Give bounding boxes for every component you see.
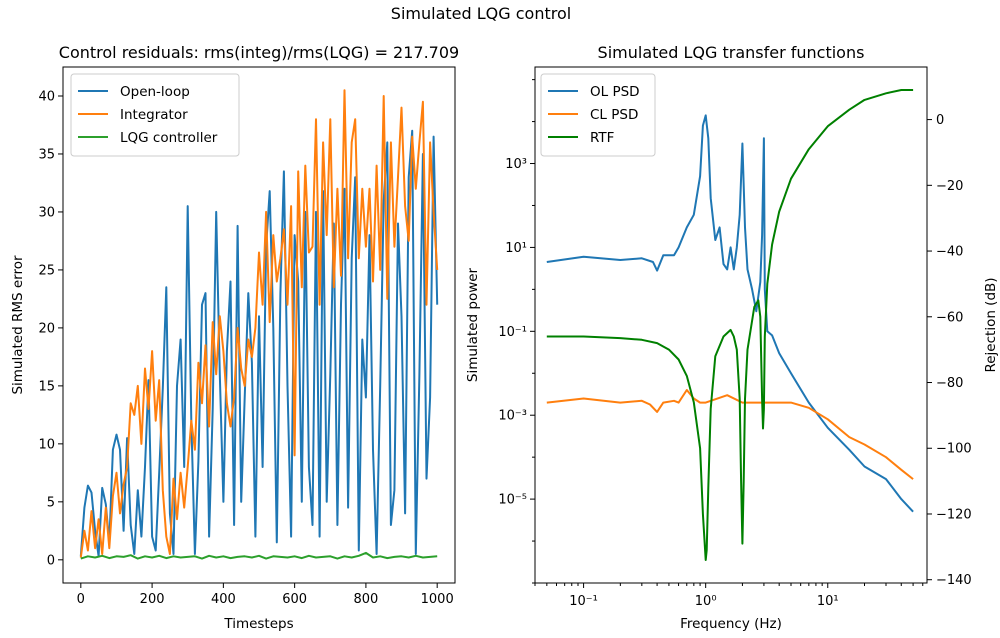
left-x-tick-label: 400 xyxy=(211,592,236,607)
left-x-ticks: 0 200 400 600 800 1000 xyxy=(77,583,454,607)
right-y2-tick-label: −80 xyxy=(936,376,963,391)
left-title: Control residuals: rms(integ)/rms(LQG) =… xyxy=(59,43,459,62)
right-x-tick-label: 10¹ xyxy=(817,594,839,609)
left-series-line-1 xyxy=(79,89,439,558)
right-panel: Simulated LQG transfer functions 10⁻¹ 10⁰… xyxy=(465,43,999,632)
right-y2-axis-label: Rejection (dB) xyxy=(983,277,999,372)
right-series-line-2 xyxy=(546,89,914,561)
legend-label-open-loop: Open-loop xyxy=(120,84,190,100)
right-legend: OL PSD CL PSD RTF xyxy=(540,73,656,157)
right-x-axis-label: Frequency (Hz) xyxy=(680,616,782,632)
left-x-tick-label: 1000 xyxy=(421,592,454,607)
right-y-tick-label: 10³ xyxy=(505,157,527,172)
left-legend-box xyxy=(70,73,240,157)
right-y-tick-label: 10¹ xyxy=(505,241,527,256)
left-x-tick-label: 200 xyxy=(140,592,165,607)
left-y-tick-label: 35 xyxy=(38,147,55,162)
left-y-tick-label: 25 xyxy=(38,263,55,278)
left-plot-area xyxy=(79,89,439,560)
legend-label-ol-psd: OL PSD xyxy=(590,84,640,100)
right-y-tick-label: 10⁻¹ xyxy=(498,325,527,340)
right-x-ticks: 10⁻¹ 10⁰ 10¹ xyxy=(534,583,924,609)
right-y2-tick-label: −60 xyxy=(936,310,963,325)
right-y-axis-label: Simulated power xyxy=(465,267,481,382)
left-y-axis-label: Simulated RMS error xyxy=(10,255,26,395)
right-y-tick-label: 10⁻⁵ xyxy=(498,493,527,508)
right-title: Simulated LQG transfer functions xyxy=(598,43,865,62)
right-y2-tick-label: 0 xyxy=(936,113,944,128)
right-y2-tick-label: −100 xyxy=(936,442,972,457)
right-series-line-0 xyxy=(546,114,914,513)
right-y-tick-label: 10⁻³ xyxy=(498,409,527,424)
right-y2-tick-label: −140 xyxy=(936,573,972,588)
legend-label-cl-psd: CL PSD xyxy=(590,107,638,123)
left-x-tick-label: 600 xyxy=(282,592,307,607)
left-series-line-2 xyxy=(80,551,438,560)
right-y2-tick-label: −20 xyxy=(936,179,963,194)
left-y-ticks: 0 5 10 15 20 25 30 35 40 xyxy=(38,89,63,568)
left-y-tick-label: 40 xyxy=(38,89,55,104)
left-x-tick-label: 0 xyxy=(77,592,85,607)
left-axes-frame xyxy=(62,66,456,584)
right-x-tick-label: 10⁰ xyxy=(695,594,717,609)
left-x-axis-label: Timesteps xyxy=(223,616,293,632)
right-series-line-1 xyxy=(546,389,914,480)
left-y-tick-label: 0 xyxy=(47,553,55,568)
legend-label-lqg-controller: LQG controller xyxy=(120,130,218,146)
legend-label-integrator: Integrator xyxy=(120,107,188,123)
figure-suptitle: Simulated LQG control xyxy=(391,4,571,23)
left-y-tick-label: 20 xyxy=(38,321,55,336)
left-y-tick-label: 15 xyxy=(38,379,55,394)
right-legend-box xyxy=(540,73,656,157)
left-series-line-0 xyxy=(79,129,439,558)
left-y-tick-label: 10 xyxy=(38,437,55,452)
right-y-ticks: 10⁻⁵ 10⁻³ 10⁻¹ 10¹ 10³ xyxy=(498,79,535,584)
left-x-tick-label: 800 xyxy=(353,592,378,607)
legend-label-rtf: RTF xyxy=(590,130,614,146)
left-y-tick-label: 5 xyxy=(47,495,55,510)
right-y2-tick-label: −120 xyxy=(936,507,972,522)
left-panel: Control residuals: rms(integ)/rms(LQG) =… xyxy=(10,43,459,632)
right-y2-tick-label: −40 xyxy=(936,245,963,260)
left-legend: Open-loop Integrator LQG controller xyxy=(70,73,240,157)
left-y-tick-label: 30 xyxy=(38,205,55,220)
right-x-tick-label: 10⁻¹ xyxy=(569,594,598,609)
right-y2-ticks: 0 −20 −40 −60 −80 −100 −120 −140 xyxy=(927,113,972,588)
right-axes-frame xyxy=(534,66,928,584)
right-plot-area xyxy=(546,89,914,561)
